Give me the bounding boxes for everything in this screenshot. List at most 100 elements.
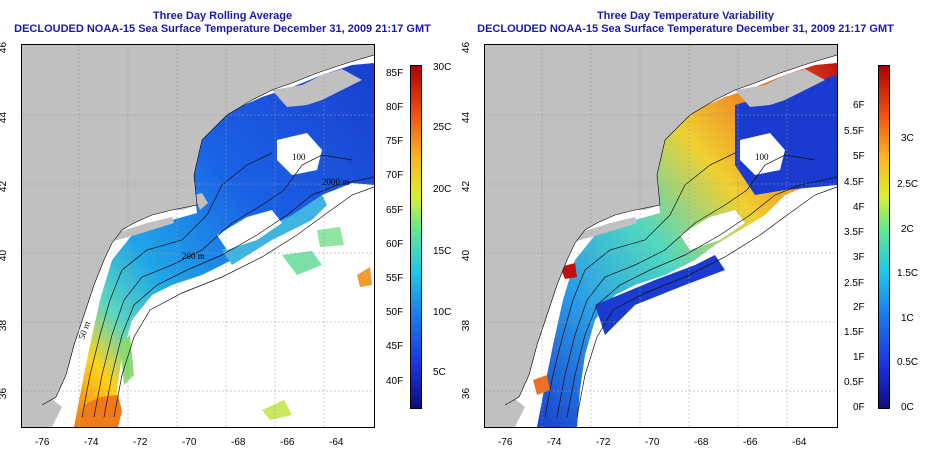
left-colorbar — [410, 65, 422, 409]
right-colorbar — [878, 65, 890, 409]
colorbar-f-tick: 55F — [386, 273, 404, 284]
lat-label: 46 — [0, 41, 10, 54]
sst-patch — [262, 400, 292, 420]
lon-label: -72 — [133, 437, 148, 448]
cape-cod-land — [194, 193, 208, 210]
lon-label: -76 — [35, 437, 50, 448]
nova-scotia-land — [735, 69, 825, 107]
contour-label: 200 m — [182, 251, 205, 261]
lon-label: -70 — [645, 437, 660, 448]
cloud-gap — [740, 133, 785, 175]
variability-high — [533, 375, 550, 395]
sst-patch — [317, 227, 344, 247]
left-title: Three Day Rolling Average — [152, 10, 293, 22]
colorbar-c-tick: 3C — [901, 133, 914, 144]
lat-label: 36 — [0, 387, 10, 400]
colorbar-f-tick: 3.5F — [844, 227, 865, 238]
lon-label: -64 — [329, 437, 344, 448]
lat-label: 44 — [461, 111, 473, 124]
lat-label: 36 — [461, 387, 473, 400]
contour-label: 2000 m — [322, 177, 349, 187]
colorbar-f-tick: 1.5F — [844, 327, 865, 338]
colorbar-c-tick: 5C — [433, 367, 446, 378]
colorbar-c-tick: 15C — [433, 246, 452, 257]
left-panel: Three Day Rolling Average DECLOUDED NOAA… — [0, 10, 452, 448]
colorbar-c-tick: 2C — [901, 224, 914, 235]
isobath-50m — [81, 152, 273, 418]
colorbar-c-tick: 0.5C — [897, 357, 919, 368]
colorbar-f-tick: 50F — [386, 307, 404, 318]
isobath-50m — [544, 152, 736, 418]
right-title: Three Day Temperature Variability — [596, 10, 775, 22]
colorbar-c-tick: 30C — [433, 62, 452, 73]
lon-label: -64 — [792, 437, 807, 448]
colorbar-c-tick: 25C — [433, 122, 452, 133]
colorbar-f-tick: 2.5F — [844, 278, 865, 289]
colorbar-f-tick: 60F — [386, 239, 404, 250]
land-mass — [485, 45, 837, 407]
long-island-land — [110, 217, 174, 241]
lat-label: 40 — [461, 249, 473, 262]
colorbar-f-tick: 5F — [853, 151, 865, 162]
lon-label: -68 — [231, 437, 246, 448]
graticule — [485, 45, 837, 427]
cape-hatteras-land — [485, 395, 525, 427]
cape-hatteras-land — [22, 395, 62, 427]
cloud-gap — [217, 210, 282, 250]
sst-patch — [357, 267, 372, 287]
isobath-100m — [93, 154, 353, 418]
isobath-200m — [566, 176, 837, 418]
colorbar-c-tick: 1.5C — [897, 268, 919, 279]
colorbar-c-tick: 2.5C — [897, 179, 919, 190]
isobath-2000m — [113, 186, 374, 418]
colorbar-f-tick: 1F — [853, 352, 865, 363]
nova-scotia-land — [272, 69, 362, 107]
left-sst-map: 100 2000 m 200 m 50 m — [21, 44, 375, 428]
variability-low — [595, 255, 725, 335]
colorbar-f-tick: 2F — [853, 302, 865, 313]
colorbar-f-tick: 70F — [386, 170, 404, 181]
lon-label: -70 — [182, 437, 197, 448]
sst-warm-patch — [80, 395, 122, 427]
lon-label: -66 — [743, 437, 758, 448]
lat-label: 40 — [0, 249, 10, 262]
colorbar-f-tick: 5.5F — [844, 126, 865, 137]
colorbar-f-tick: 6F — [853, 100, 865, 111]
colorbar-f-tick: 0F — [853, 402, 865, 413]
right-subtitle: DECLOUDED NOAA-15 Sea Surface Temperatur… — [477, 23, 894, 35]
lon-label: -74 — [84, 437, 99, 448]
colorbar-f-tick: 65F — [386, 205, 404, 216]
colorbar-f-tick: 85F — [386, 68, 404, 79]
land-mass — [22, 45, 374, 407]
cloud-gap — [277, 133, 322, 175]
colorbar-f-tick: 4F — [853, 202, 865, 213]
lat-label: 44 — [0, 111, 10, 124]
lat-label: 46 — [461, 41, 473, 54]
lon-label: -68 — [694, 437, 709, 448]
contour-label: 100 — [292, 152, 306, 162]
lon-label: -74 — [547, 437, 562, 448]
colorbar-f-tick: 0.5F — [844, 377, 865, 388]
cloud-gap — [680, 210, 745, 250]
colorbar-c-tick: 10C — [433, 307, 452, 318]
sst-patch — [282, 251, 322, 275]
lon-label: -76 — [498, 437, 513, 448]
lon-label: -66 — [280, 437, 295, 448]
graticule — [22, 45, 374, 427]
lat-label: 38 — [0, 319, 10, 332]
right-panel: Three Day Temperature Variability DECLOU… — [461, 0, 950, 475]
left-map-svg: 100 2000 m 200 m 50 m — [22, 45, 374, 427]
colorbar-f-tick: 45F — [386, 341, 404, 352]
lat-label: 42 — [0, 180, 10, 193]
isobath-2000m — [576, 186, 837, 418]
lat-label: 38 — [461, 319, 473, 332]
sst-patch — [222, 195, 327, 265]
colorbar-c-tick: 0C — [901, 402, 914, 413]
colorbar-c-tick: 1C — [901, 313, 914, 324]
lon-label: -72 — [596, 437, 611, 448]
contour-label: 100 — [755, 152, 769, 162]
left-subtitle: DECLOUDED NOAA-15 Sea Surface Temperatur… — [14, 23, 431, 35]
isobath-100m — [556, 154, 816, 418]
right-map-svg: 100 — [485, 45, 837, 427]
colorbar-f-tick: 75F — [386, 136, 404, 147]
